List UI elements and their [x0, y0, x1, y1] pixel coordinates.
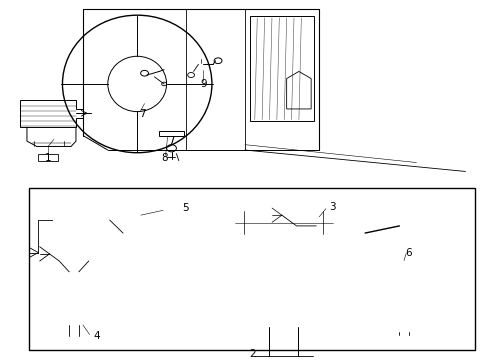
Text: 4: 4 — [93, 331, 99, 341]
Bar — [89, 289, 98, 297]
Bar — [123, 212, 157, 244]
Text: 6: 6 — [405, 248, 412, 257]
Text: 9: 9 — [200, 79, 207, 89]
Bar — [71, 208, 83, 222]
Text: 2: 2 — [249, 349, 256, 359]
Bar — [392, 332, 416, 340]
Bar — [159, 131, 184, 136]
Bar — [316, 215, 365, 247]
Bar — [52, 202, 116, 225]
Text: 7: 7 — [139, 109, 146, 118]
Text: 8: 8 — [161, 153, 168, 163]
Text: 3: 3 — [329, 202, 336, 212]
Circle shape — [395, 298, 413, 311]
Bar — [59, 272, 89, 315]
Bar — [235, 211, 333, 234]
Text: 5: 5 — [182, 203, 189, 213]
Bar — [54, 208, 66, 222]
Bar — [88, 208, 100, 222]
Circle shape — [204, 289, 212, 294]
Bar — [390, 222, 414, 237]
Bar — [64, 315, 84, 325]
Bar — [38, 154, 58, 161]
Bar — [250, 16, 314, 121]
Text: 1: 1 — [45, 153, 51, 163]
Bar — [29, 188, 475, 350]
